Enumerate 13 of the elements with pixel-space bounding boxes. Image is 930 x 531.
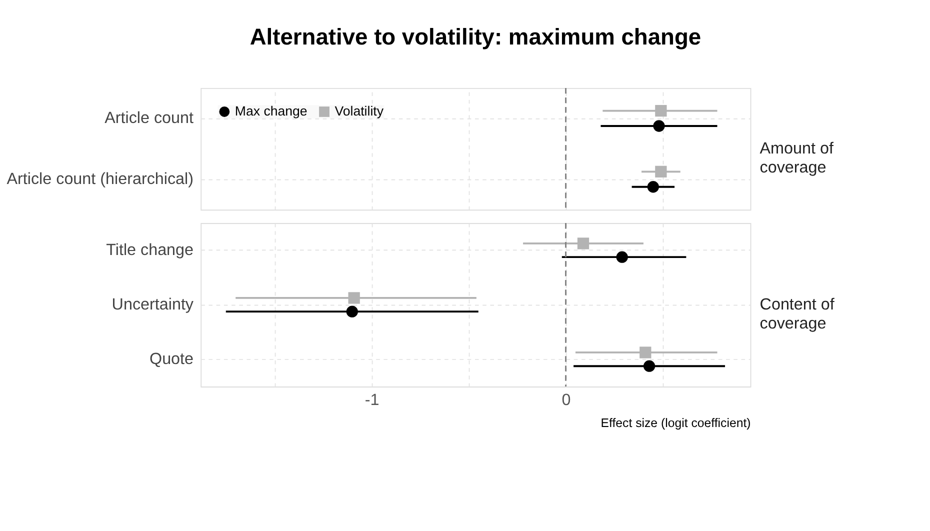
legend-label: Max change xyxy=(234,104,308,119)
chart-title: Alternative to volatility: maximum change xyxy=(250,23,702,50)
text: Amount of coverage xyxy=(760,140,834,177)
y-tick-label: Article count xyxy=(104,109,194,128)
x-tick-label: -1 xyxy=(364,391,380,410)
y-tick-label: Uncertainty xyxy=(112,296,194,314)
y-tick-label: Quote xyxy=(149,350,194,368)
y-tick-label: Title change xyxy=(106,241,194,260)
legend-label: Volatility xyxy=(334,104,384,119)
x-axis-title: Effect size (logit coefficient) xyxy=(600,416,751,430)
text: Content of coverage xyxy=(760,296,835,333)
x-tick-label: 0 xyxy=(562,391,571,410)
y-tick-label: Article count (hierarchical) xyxy=(6,170,194,188)
